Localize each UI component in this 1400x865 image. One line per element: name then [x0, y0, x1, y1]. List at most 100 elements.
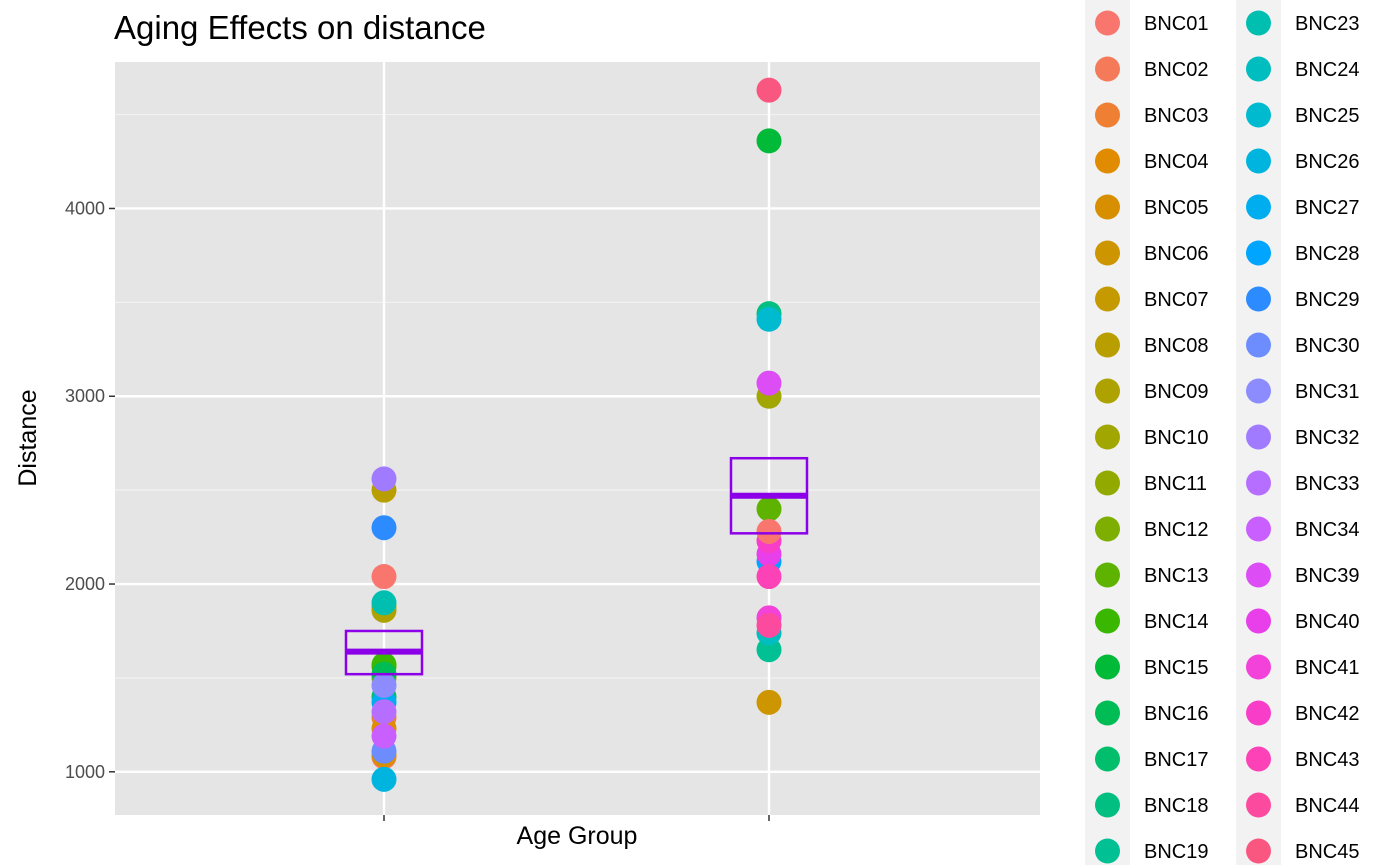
y-tick-label: 1000 — [65, 762, 105, 782]
data-point — [371, 699, 397, 725]
legend-label: BNC18 — [1144, 795, 1208, 817]
legend-label: BNC32 — [1295, 427, 1359, 449]
legend-swatch — [1095, 10, 1120, 36]
legend-swatch — [1095, 102, 1120, 128]
legend-label: BNC42 — [1295, 703, 1359, 725]
data-point — [371, 590, 397, 616]
legend-swatch — [1095, 838, 1120, 864]
legend-label: BNC45 — [1295, 841, 1359, 863]
legend-swatch — [1095, 654, 1120, 680]
legend-label: BNC23 — [1295, 13, 1359, 35]
data-point — [756, 128, 782, 154]
legend-swatch — [1095, 516, 1120, 542]
legend-label: BNC19 — [1144, 841, 1208, 863]
legend-label: BNC05 — [1144, 197, 1208, 219]
legend: BNC01 BNC02 BNC03 BNC04 BNC05 BNC06 BNC07 BNC08… — [1085, 0, 1359, 865]
legend-label: BNC14 — [1144, 611, 1208, 633]
legend-label: BNC16 — [1144, 703, 1208, 725]
data-point — [371, 672, 397, 698]
chart-title: Aging Effects on distance — [114, 9, 486, 46]
legend-label: BNC11 — [1144, 473, 1207, 495]
legend-label: BNC43 — [1295, 749, 1359, 771]
legend-label: BNC10 — [1144, 427, 1208, 449]
x-axis-title: Age Group — [517, 822, 638, 850]
y-axis-title: Distance — [14, 389, 42, 486]
legend-label: BNC31 — [1295, 381, 1359, 403]
legend-swatch — [1246, 240, 1271, 266]
legend-label: BNC44 — [1295, 795, 1359, 817]
legend-swatch — [1246, 792, 1271, 818]
plot-panel — [115, 62, 1040, 815]
data-point — [756, 564, 782, 590]
legend-swatch — [1246, 470, 1271, 496]
legend-swatch — [1246, 654, 1271, 680]
data-point — [371, 466, 397, 492]
data-point — [371, 564, 397, 590]
legend-swatch — [1246, 838, 1271, 864]
legend-swatch — [1095, 240, 1120, 266]
legend-label: BNC17 — [1144, 749, 1208, 771]
legend-label: BNC33 — [1295, 473, 1359, 495]
data-point — [371, 515, 397, 541]
legend-label: BNC39 — [1295, 565, 1359, 587]
data-point — [756, 612, 782, 638]
y-tick-label: 3000 — [65, 386, 105, 406]
data-point — [371, 766, 397, 792]
data-point — [756, 496, 782, 522]
legend-label: BNC06 — [1144, 243, 1208, 265]
legend-label: BNC04 — [1144, 151, 1208, 173]
data-point — [371, 723, 397, 749]
y-tick-label: 2000 — [65, 574, 105, 594]
legend-label: BNC08 — [1144, 335, 1208, 357]
data-point — [756, 77, 782, 103]
legend-label: BNC26 — [1295, 151, 1359, 173]
legend-label: BNC12 — [1144, 519, 1208, 541]
legend-label: BNC27 — [1295, 197, 1359, 219]
legend-swatch — [1095, 56, 1120, 82]
legend-swatch — [1095, 424, 1120, 450]
legend-label: BNC01 — [1144, 13, 1208, 35]
data-point — [756, 518, 782, 544]
legend-swatch — [1246, 700, 1271, 726]
legend-swatch — [1246, 608, 1271, 634]
legend-label: BNC02 — [1144, 59, 1208, 81]
legend-swatch — [1095, 746, 1120, 772]
legend-label: BNC15 — [1144, 657, 1208, 679]
legend-swatch — [1246, 516, 1271, 542]
legend-swatch — [1246, 10, 1271, 36]
legend-label: BNC28 — [1295, 243, 1359, 265]
y-tick-label: 4000 — [65, 198, 105, 218]
legend-swatch — [1246, 148, 1271, 174]
data-point — [756, 370, 782, 396]
legend-swatch — [1246, 194, 1271, 220]
legend-label: BNC29 — [1295, 289, 1359, 311]
legend-label: BNC24 — [1295, 59, 1359, 81]
legend-swatch — [1095, 470, 1120, 496]
legend-label: BNC09 — [1144, 381, 1208, 403]
legend-label: BNC34 — [1295, 519, 1359, 541]
legend-label: BNC40 — [1295, 611, 1359, 633]
legend-label: BNC03 — [1144, 105, 1208, 127]
legend-label: BNC41 — [1295, 657, 1359, 679]
legend-swatch — [1095, 562, 1120, 588]
legend-swatch — [1095, 148, 1120, 174]
legend-label: BNC07 — [1144, 289, 1208, 311]
gridlines — [115, 62, 1040, 815]
legend-swatch — [1246, 286, 1271, 312]
legend-swatch — [1095, 792, 1120, 818]
legend-swatch — [1246, 332, 1271, 358]
legend-label: BNC25 — [1295, 105, 1359, 127]
y-axis: 1000 2000 3000 4000 — [65, 198, 770, 821]
legend-swatch — [1246, 424, 1271, 450]
legend-swatch — [1095, 378, 1120, 404]
data-point — [756, 306, 782, 332]
legend-swatch — [1246, 562, 1271, 588]
legend-label: BNC13 — [1144, 565, 1208, 587]
mean-boxes — [344, 456, 809, 676]
legend-swatch — [1095, 700, 1120, 726]
data-points — [371, 77, 782, 792]
legend-swatch — [1095, 286, 1120, 312]
legend-swatch — [1246, 746, 1271, 772]
legend-swatch — [1095, 608, 1120, 634]
